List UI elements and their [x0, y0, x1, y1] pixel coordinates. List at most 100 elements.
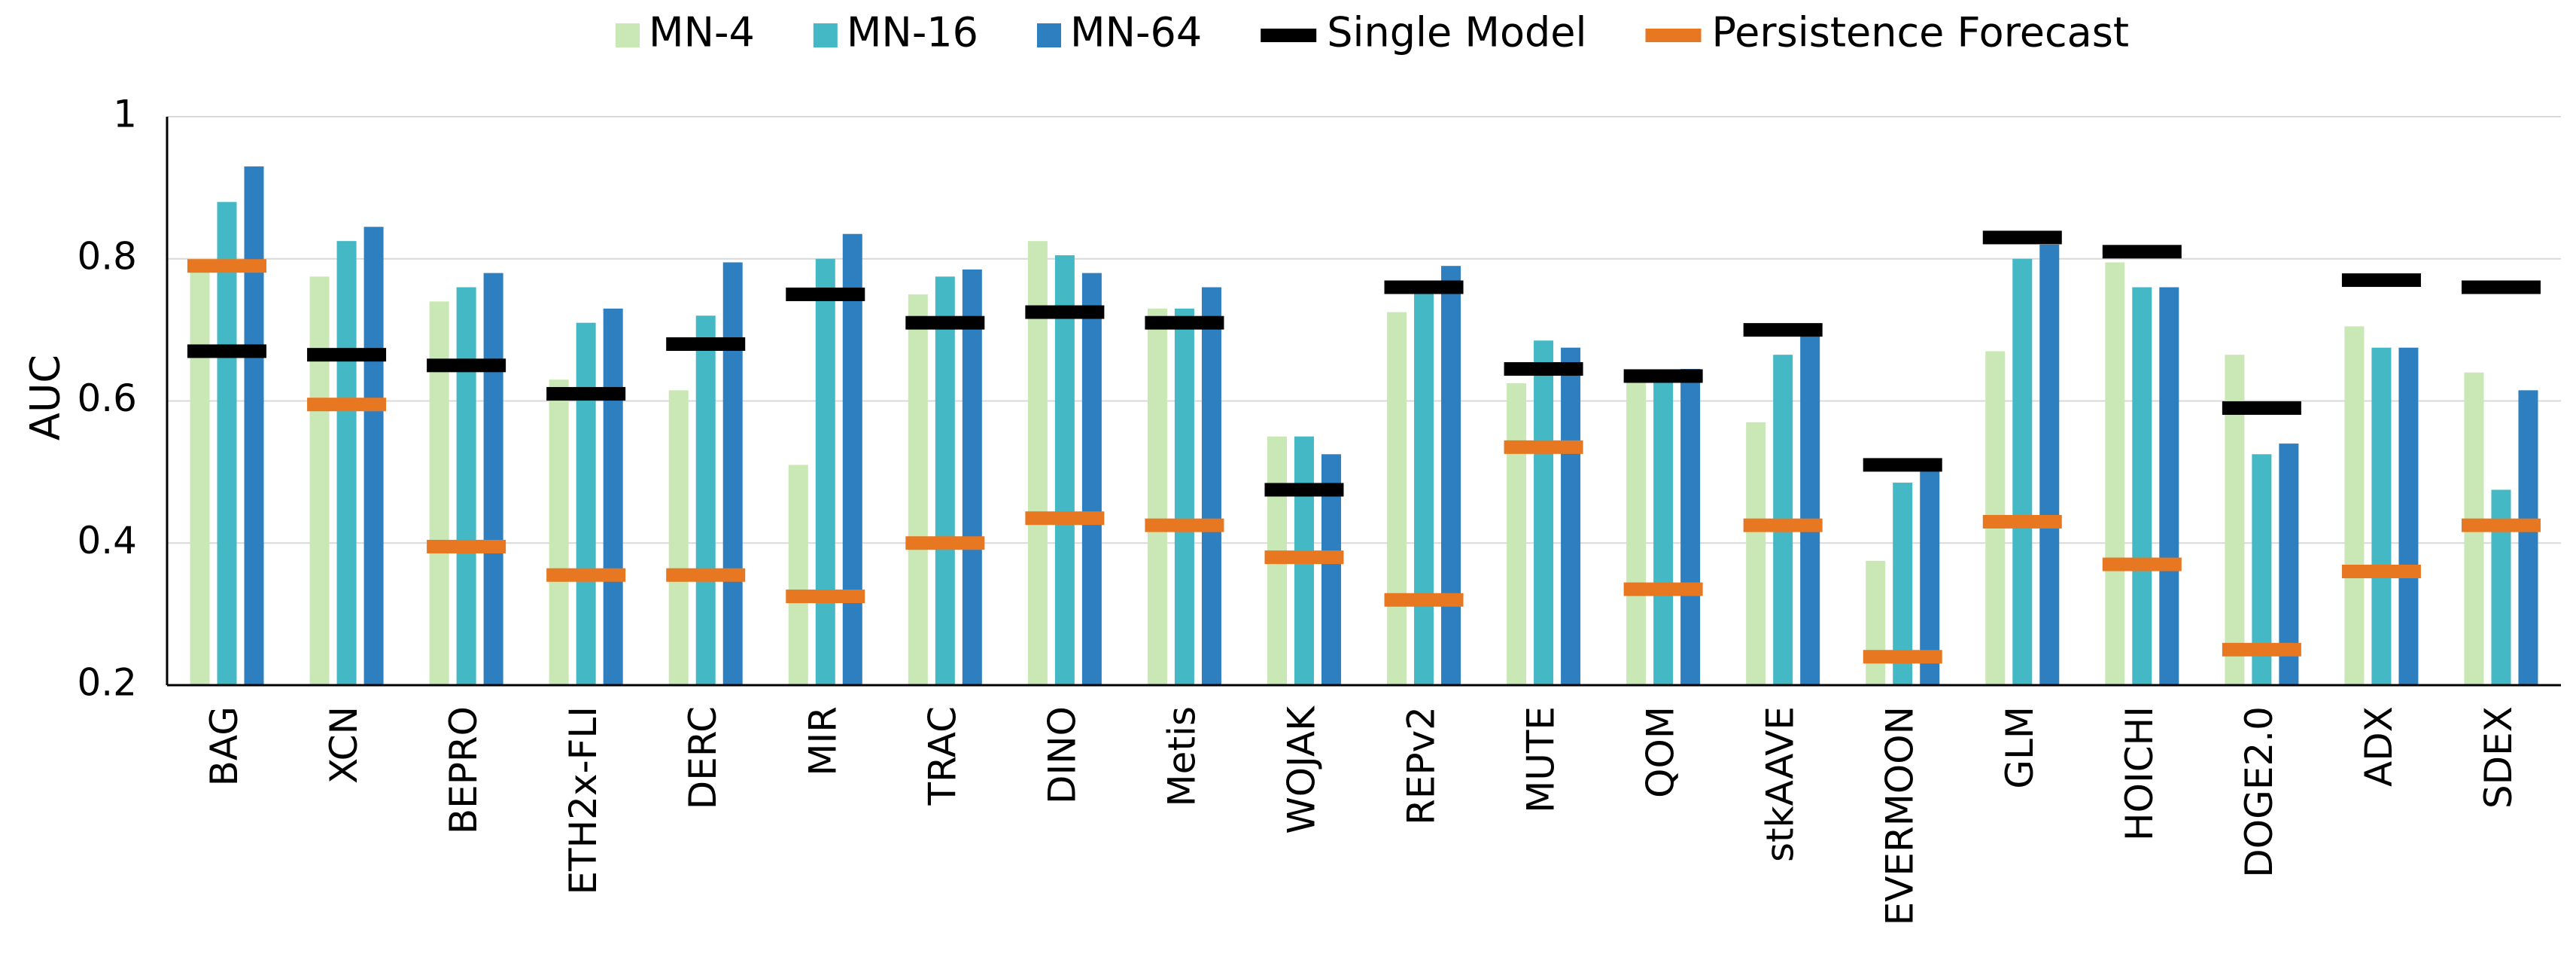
x-tick-label: SDEX [2477, 706, 2520, 809]
marker-persistence-forecast [905, 536, 985, 550]
bar-mn-16 [456, 287, 476, 685]
x-tick-label: DOGE2.0 [2237, 706, 2281, 878]
bar-mn-64 [363, 227, 384, 685]
bar-mn-4 [788, 465, 808, 685]
marker-single-model [546, 387, 626, 401]
marker-persistence-forecast [1743, 518, 1823, 532]
y-tick-label: 0.4 [77, 519, 137, 562]
x-tick-label: BAG [202, 706, 246, 786]
marker-single-model [1264, 483, 1344, 497]
bar-mn-4 [1746, 422, 1766, 685]
legend-label: Persistence Forecast [1712, 9, 2130, 56]
legend-item-mn-64: MN-64 [1037, 9, 1202, 56]
legend-swatch [1261, 29, 1317, 42]
marker-single-model [1145, 315, 1224, 330]
marker-single-model [2102, 245, 2182, 259]
axes: 0.2 0.4 0.6 0.8 1 BAG XCN BEPRO ETH2x-FLI DERC MIR… [77, 93, 2561, 925]
bar-mn-4 [1387, 312, 1407, 685]
bar-mn-64 [722, 262, 743, 685]
bar-mn-64 [842, 233, 862, 685]
x-tick-label: DERC [681, 706, 725, 809]
marker-single-model [2461, 280, 2541, 294]
legend-label: Single Model [1327, 9, 1586, 56]
marker-single-model [786, 287, 865, 301]
bar-mn-64 [1081, 273, 1102, 685]
bar-mn-4 [668, 390, 689, 685]
marker-single-model [307, 348, 387, 362]
marker-persistence-forecast [1623, 582, 1703, 596]
marker-persistence-forecast [2461, 518, 2541, 532]
marker-persistence-forecast [187, 259, 267, 273]
marker-single-model [1863, 458, 1942, 472]
bar-mn-16 [1534, 340, 1554, 685]
legend-swatch [1645, 29, 1702, 42]
bar-mn-64 [2398, 347, 2419, 685]
bar-mn-16 [2012, 258, 2033, 685]
bar-mn-64 [1800, 330, 1820, 685]
x-tick-label: DINO [1040, 706, 1084, 804]
bar-mn-64 [1680, 369, 1701, 685]
x-tick-label: ETH2x-FLI [561, 706, 605, 895]
bar-mn-64 [2159, 287, 2179, 685]
legend-label: MN-4 [649, 9, 755, 56]
markers [187, 230, 2541, 664]
marker-single-model [2341, 273, 2421, 288]
x-tick-label: QOM [1639, 706, 1683, 798]
gridlines [167, 116, 2561, 544]
marker-persistence-forecast [1863, 650, 1942, 664]
x-tick-label: MIR [801, 706, 844, 776]
y-tick-label: 0.8 [77, 234, 137, 278]
bar-mn-4 [2105, 262, 2125, 685]
marker-persistence-forecast [1982, 514, 2062, 529]
bar-mn-64 [1920, 465, 1940, 685]
legend-item-mn-16: MN-16 [813, 9, 978, 56]
bar-mn-16 [815, 258, 835, 685]
marker-persistence-forecast [1264, 550, 1344, 565]
marker-single-model [427, 358, 506, 373]
bar-mn-4 [549, 379, 569, 685]
bar-mn-4 [1626, 379, 1647, 685]
x-tick-label: BEPRO [442, 706, 485, 834]
bar-mn-16 [217, 202, 237, 685]
marker-single-model [2222, 401, 2301, 415]
legend-swatch [813, 23, 838, 47]
bar-mn-16 [1054, 255, 1075, 685]
bar-mn-64 [244, 166, 264, 685]
bar-mn-4 [2344, 326, 2365, 685]
marker-single-model [1504, 362, 1583, 376]
bar-mn-4 [908, 294, 928, 685]
bar-mn-64 [1441, 266, 1461, 685]
bar-mn-4 [1147, 308, 1167, 685]
bar-mn-4 [1866, 560, 1886, 685]
legend-swatch [1037, 23, 1062, 47]
y-axis-title: AUC [22, 355, 69, 440]
marker-persistence-forecast [666, 568, 746, 582]
bar-mn-64 [962, 269, 982, 685]
x-tick-label: EVERMOON [1878, 706, 1922, 925]
marker-persistence-forecast [1025, 511, 1105, 526]
legend-label: MN-64 [1070, 9, 1202, 56]
bar-mn-4 [190, 258, 210, 685]
marker-single-model [1025, 305, 1105, 319]
bar-mn-4 [309, 276, 330, 685]
x-tick-label: TRAC [920, 706, 964, 806]
marker-single-model [1982, 230, 2062, 245]
bar-mn-16 [695, 315, 716, 685]
marker-persistence-forecast [1384, 593, 1464, 607]
legend-item-mn-4: MN-4 [616, 9, 755, 56]
bar-mn-16 [1414, 287, 1434, 685]
bar-mn-16 [1653, 372, 1674, 685]
marker-single-model [1743, 323, 1823, 337]
x-tick-label: Metis [1160, 706, 1203, 806]
marker-persistence-forecast [2341, 565, 2421, 578]
marker-single-model [666, 337, 746, 351]
bar-mn-16 [935, 276, 955, 685]
legend-item-persistence-forecast: Persistence Forecast [1645, 9, 2130, 56]
bar-mn-16 [336, 241, 357, 685]
bars [190, 166, 2538, 685]
marker-persistence-forecast [786, 590, 865, 604]
bar-mn-64 [1561, 347, 1581, 685]
marker-persistence-forecast [1504, 440, 1583, 454]
bar-mn-16 [2132, 287, 2152, 685]
marker-single-model [1623, 369, 1703, 383]
